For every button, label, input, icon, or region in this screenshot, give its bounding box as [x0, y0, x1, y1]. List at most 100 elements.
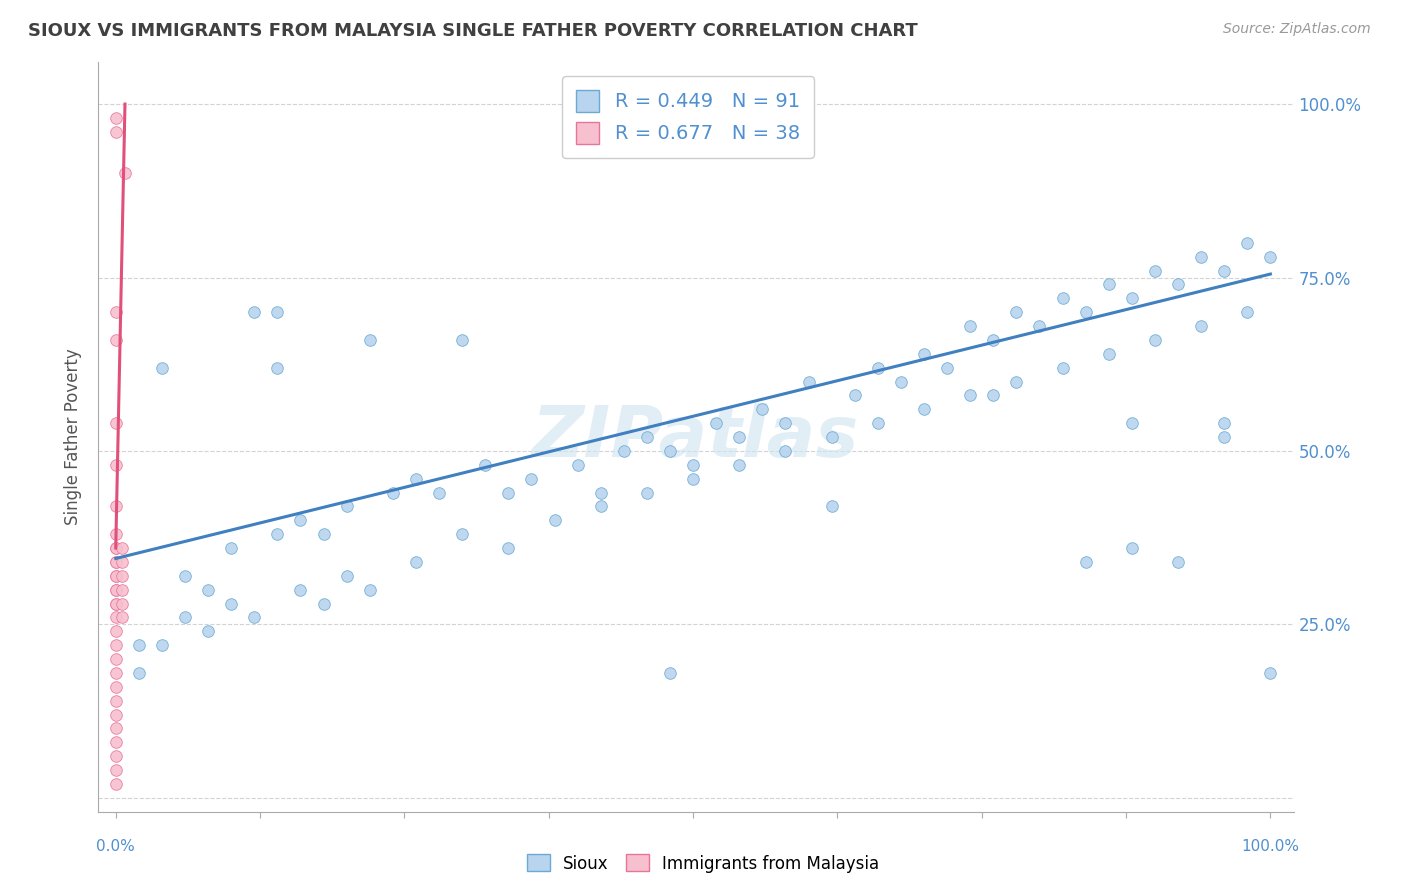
Point: [150, 638, 173, 652]
Point: [912, 347, 935, 361]
Point: [1052, 291, 1074, 305]
Point: [104, 597, 127, 611]
Legend: Sioux, Immigrants from Malaysia: Sioux, Immigrants from Malaysia: [520, 847, 886, 880]
Point: [104, 111, 127, 125]
Point: [1121, 291, 1143, 305]
Point: [104, 735, 127, 749]
Point: [104, 652, 127, 666]
Point: [1143, 263, 1166, 277]
Point: [104, 555, 127, 569]
Point: [104, 777, 127, 791]
Point: [290, 513, 312, 527]
Point: [682, 458, 704, 472]
Point: [959, 388, 981, 402]
Point: [912, 402, 935, 417]
Point: [1121, 541, 1143, 555]
Point: [1213, 430, 1236, 444]
Point: [1143, 333, 1166, 347]
Point: [1236, 235, 1258, 250]
Point: [104, 305, 127, 319]
Point: [890, 375, 912, 389]
Point: [1074, 305, 1097, 319]
Point: [498, 485, 520, 500]
Point: [1028, 319, 1050, 334]
Text: ZIPatlas: ZIPatlas: [533, 402, 859, 472]
Point: [589, 500, 612, 514]
Point: [959, 319, 981, 334]
Point: [451, 527, 474, 541]
Point: [114, 166, 136, 180]
Point: [682, 472, 704, 486]
Point: [1005, 375, 1028, 389]
Point: [589, 485, 612, 500]
Point: [104, 500, 127, 514]
Point: [290, 582, 312, 597]
Point: [1098, 277, 1121, 292]
Point: [104, 680, 127, 694]
Point: [104, 333, 127, 347]
Point: [1236, 305, 1258, 319]
Point: [104, 610, 127, 624]
Point: [110, 582, 132, 597]
Point: [104, 569, 127, 583]
Point: [104, 694, 127, 708]
Point: [104, 569, 127, 583]
Point: [104, 665, 127, 680]
Legend: R = 0.449   N = 91, R = 0.677   N = 38: R = 0.449 N = 91, R = 0.677 N = 38: [562, 76, 814, 158]
Point: [266, 527, 288, 541]
Text: SIOUX VS IMMIGRANTS FROM MALAYSIA SINGLE FATHER POVERTY CORRELATION CHART: SIOUX VS IMMIGRANTS FROM MALAYSIA SINGLE…: [28, 22, 918, 40]
Point: [1260, 250, 1282, 264]
Point: [104, 722, 127, 736]
Point: [820, 430, 842, 444]
Point: [104, 416, 127, 430]
Point: [174, 569, 197, 583]
Point: [219, 597, 242, 611]
Point: [866, 360, 889, 375]
Point: [197, 624, 219, 639]
Point: [775, 416, 797, 430]
Point: [197, 582, 219, 597]
Point: [104, 624, 127, 639]
Point: [1189, 250, 1212, 264]
Point: [936, 360, 959, 375]
Text: Source: ZipAtlas.com: Source: ZipAtlas.com: [1223, 22, 1371, 37]
Point: [659, 665, 682, 680]
Point: [1052, 360, 1074, 375]
Point: [405, 555, 427, 569]
Point: [636, 485, 658, 500]
Point: [104, 125, 127, 139]
Point: [797, 375, 820, 389]
Point: [1121, 416, 1143, 430]
Point: [104, 582, 127, 597]
Point: [110, 597, 132, 611]
Point: [104, 749, 127, 764]
Point: [110, 541, 132, 555]
Point: [128, 665, 150, 680]
Point: [104, 582, 127, 597]
Point: [498, 541, 520, 555]
Point: [427, 485, 450, 500]
Point: [1098, 347, 1121, 361]
Point: [104, 555, 127, 569]
Point: [451, 333, 474, 347]
Point: [728, 430, 751, 444]
Point: [405, 472, 427, 486]
Point: [174, 610, 197, 624]
Point: [704, 416, 727, 430]
Point: [359, 333, 381, 347]
Point: [1005, 305, 1028, 319]
Point: [104, 527, 127, 541]
Point: [336, 569, 359, 583]
Point: [866, 416, 889, 430]
Point: [150, 360, 173, 375]
Point: [104, 763, 127, 777]
Point: [243, 610, 266, 624]
Point: [104, 458, 127, 472]
Point: [336, 500, 359, 514]
Point: [1260, 665, 1282, 680]
Point: [359, 582, 381, 597]
Point: [543, 513, 565, 527]
Point: [844, 388, 866, 402]
Point: [1189, 319, 1212, 334]
Point: [104, 638, 127, 652]
